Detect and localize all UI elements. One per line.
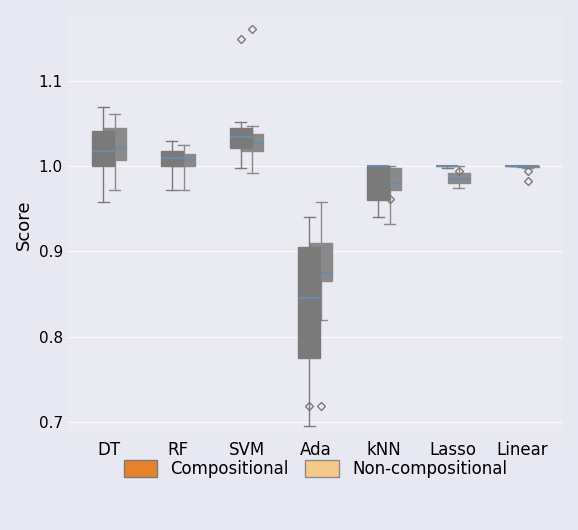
Y-axis label: Score: Score (15, 199, 33, 250)
PathPatch shape (104, 128, 126, 160)
PathPatch shape (367, 166, 390, 200)
PathPatch shape (92, 131, 114, 166)
PathPatch shape (173, 154, 195, 166)
PathPatch shape (517, 166, 539, 167)
PathPatch shape (448, 173, 470, 183)
PathPatch shape (379, 168, 401, 190)
Legend: Compositional, Non-compositional: Compositional, Non-compositional (117, 453, 514, 485)
PathPatch shape (298, 247, 320, 358)
PathPatch shape (229, 128, 251, 148)
PathPatch shape (242, 134, 264, 151)
PathPatch shape (310, 243, 332, 281)
PathPatch shape (161, 151, 183, 166)
